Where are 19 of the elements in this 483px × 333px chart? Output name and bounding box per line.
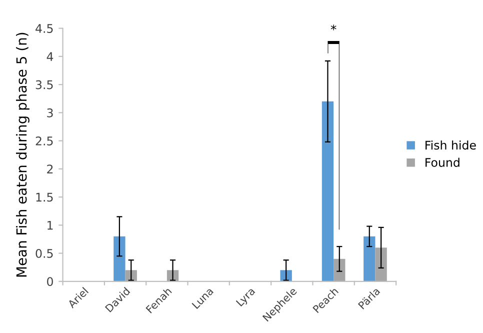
- y-axis-title: Mean Fish eaten during phase 5 (n): [16, 32, 30, 277]
- bar: [114, 236, 126, 282]
- y-tick-label: 1: [48, 221, 53, 230]
- bar: [364, 236, 376, 282]
- bar: [375, 248, 387, 282]
- y-tick-label: 0.5: [36, 248, 53, 258]
- y-tick-label: 2: [47, 164, 53, 174]
- y-tick-label: 0: [47, 277, 53, 286]
- y-tick-label: 2.5: [36, 136, 53, 146]
- y-tick-label: 3: [47, 108, 53, 118]
- x-tick-label: Lyra: [236, 287, 257, 308]
- y-tick-label: 3.5: [36, 80, 53, 90]
- legend-label: Fish hide: [426, 140, 476, 150]
- y-tick-label: 4.5: [36, 24, 53, 33]
- annotation: *: [330, 24, 336, 30]
- legend-label: Found: [426, 158, 460, 167]
- y-tick-label: 1.5: [36, 192, 53, 202]
- y-tick-label: 4: [46, 52, 54, 61]
- bar: [334, 258, 346, 282]
